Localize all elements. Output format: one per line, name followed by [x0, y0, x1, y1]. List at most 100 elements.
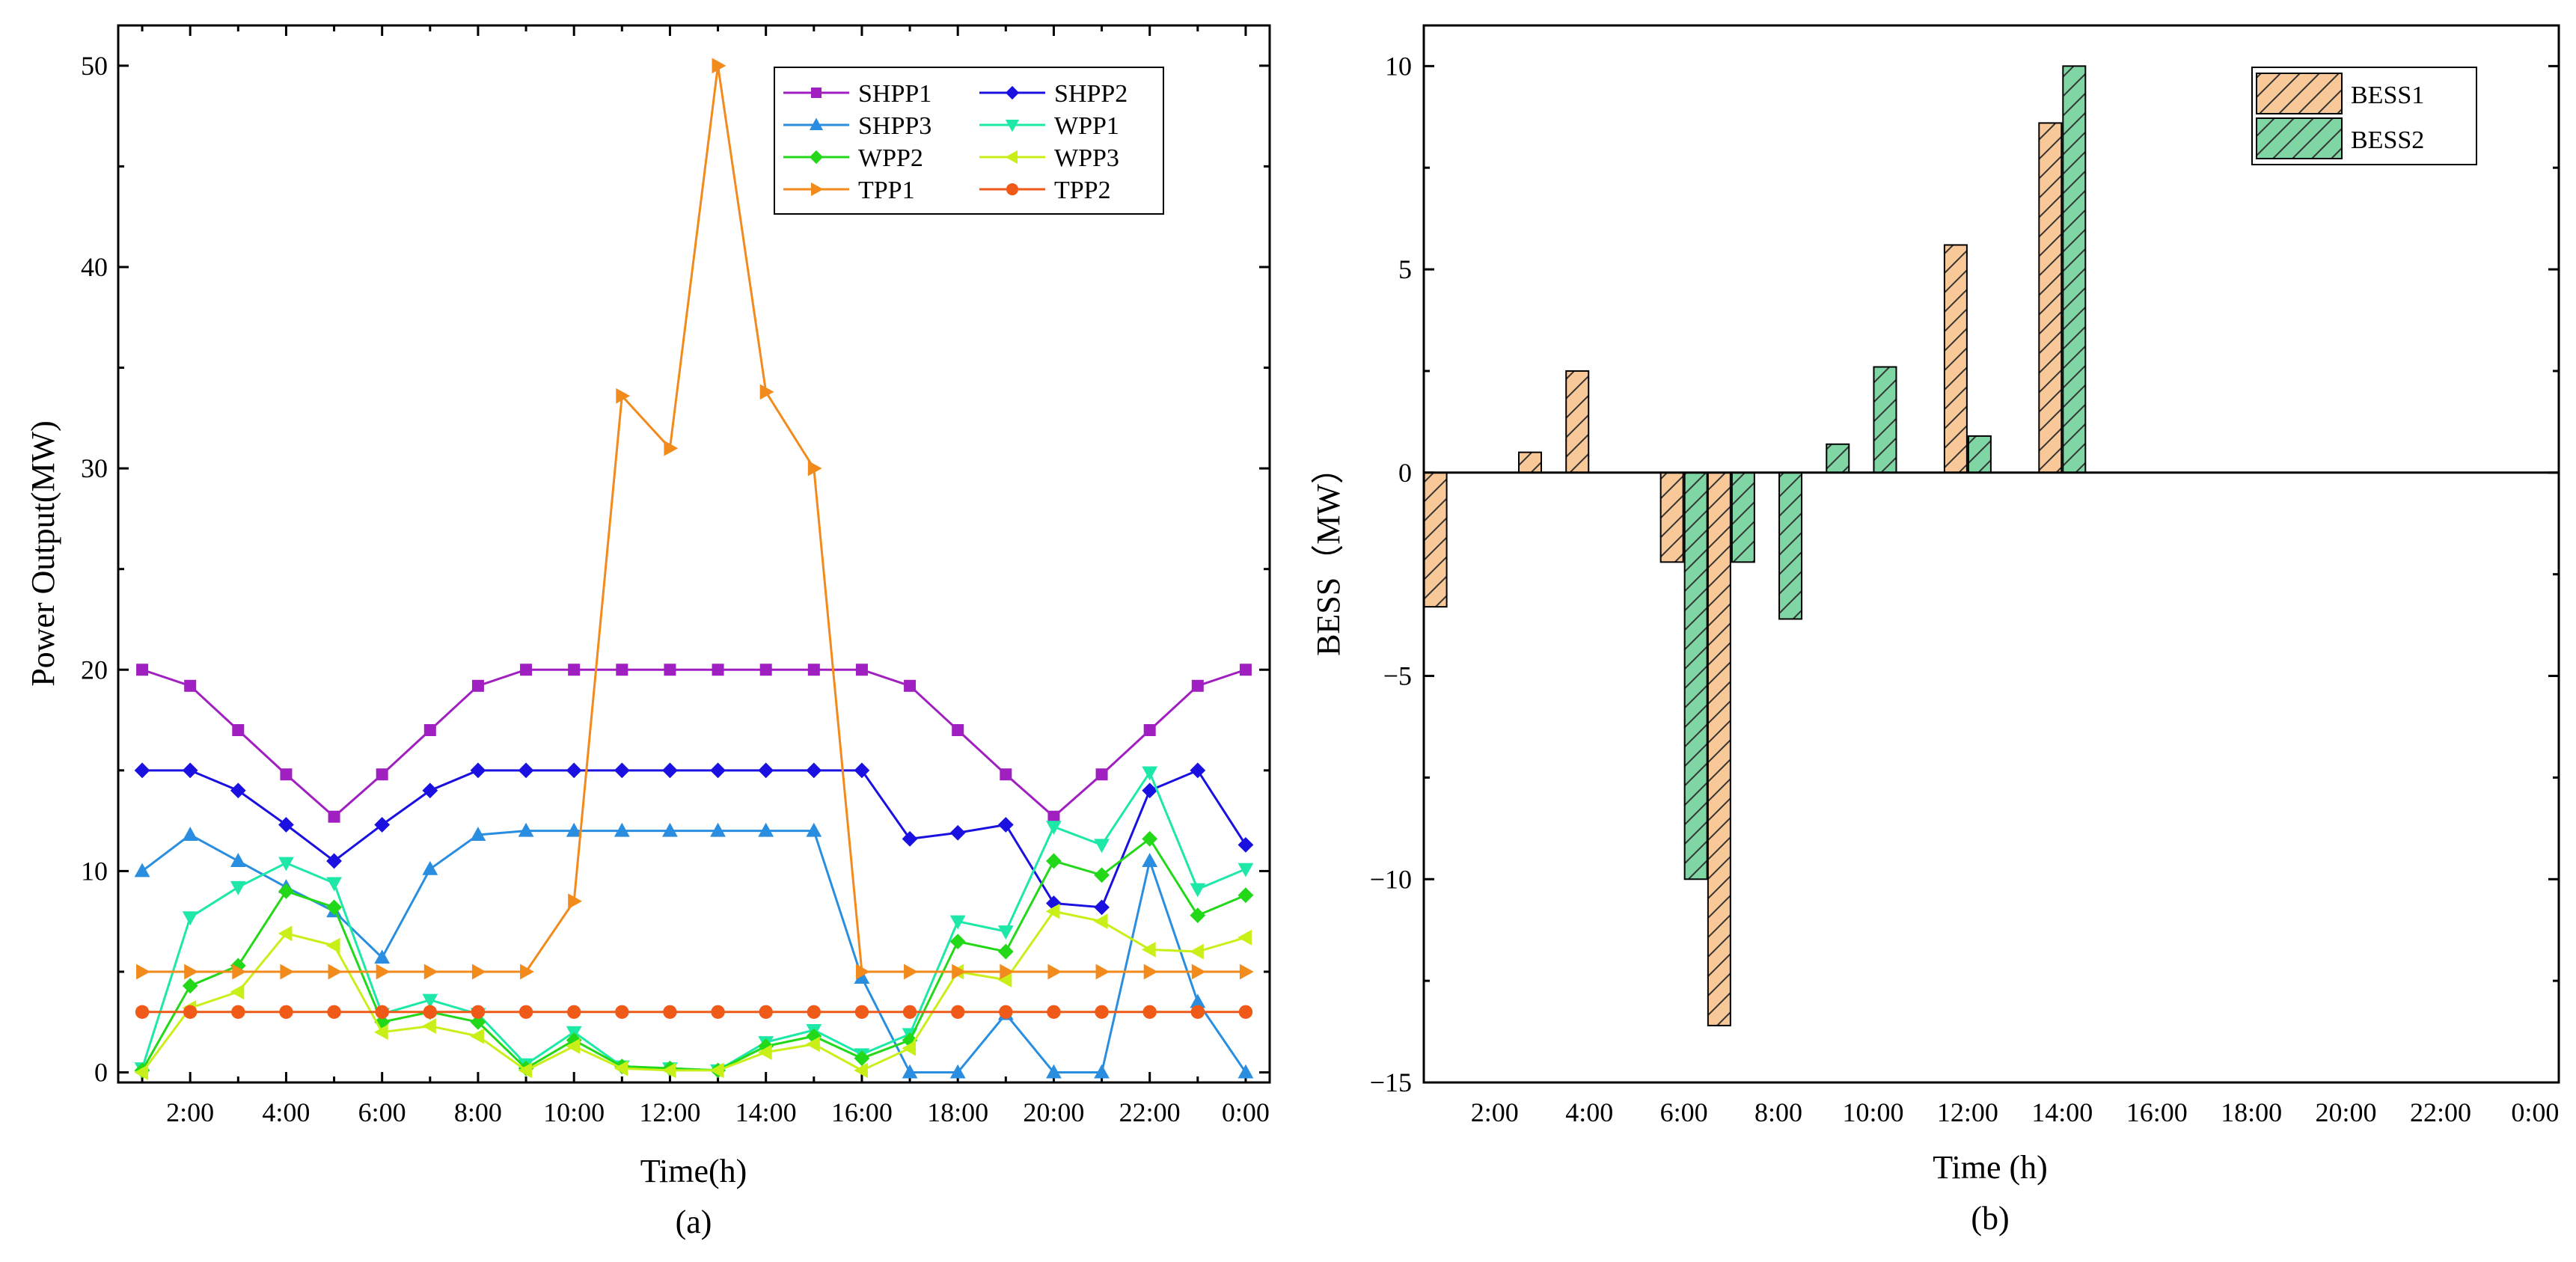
- b-x-tick-label: 12:00: [1937, 1097, 1998, 1127]
- series-wpp3: [134, 903, 1252, 1080]
- point-wpp3: [422, 1018, 436, 1035]
- point-shpp3: [758, 822, 774, 837]
- point-shpp3: [182, 827, 198, 841]
- series-tpp1: [136, 58, 1254, 980]
- point-wpp3: [230, 984, 245, 1000]
- legend-label-bess1: BESS1: [2351, 82, 2424, 109]
- legend-label-shpp1: SHPP1: [858, 80, 931, 108]
- legend-swatch-outline-bess2: [2256, 117, 2343, 159]
- legend-label-wpp2: WPP2: [858, 144, 923, 172]
- point-tpp2: [279, 1005, 293, 1020]
- a-y-tick-label: 30: [81, 453, 108, 483]
- point-shpp1: [616, 664, 628, 676]
- a-y-tick-label: 40: [81, 252, 108, 282]
- point-wpp1: [997, 925, 1014, 940]
- point-tpp2: [999, 1005, 1013, 1020]
- bar-outline-bess1: [1943, 244, 1968, 474]
- a-x-axis-title: Time(h): [640, 1153, 747, 1189]
- bar-outline-bess1: [2038, 122, 2063, 474]
- series-line-shpp1: [141, 668, 1246, 818]
- point-tpp2: [902, 1005, 917, 1020]
- point-shpp3: [662, 822, 678, 837]
- point-shpp2: [278, 817, 294, 833]
- b-y-tick-label: 0: [1398, 458, 1412, 488]
- bar-outline-bess2: [1683, 471, 1708, 880]
- point-wpp1: [1046, 821, 1062, 835]
- point-tpp2: [711, 1005, 725, 1020]
- b-legend: BESS1 BESS2: [2251, 67, 2477, 165]
- series-line-wpp2: [141, 837, 1246, 1072]
- point-wpp3: [1141, 941, 1156, 958]
- legend-label-shpp3: SHPP3: [858, 112, 931, 140]
- point-tpp1: [1191, 964, 1206, 980]
- point-shpp1: [1143, 724, 1156, 736]
- point-tpp1: [952, 964, 966, 980]
- point-wpp2: [1190, 907, 1206, 924]
- point-wpp1: [1237, 863, 1254, 877]
- a-x-tick-label: 2:00: [166, 1097, 214, 1127]
- bar-outline-bess2: [1778, 471, 1803, 620]
- point-wpp1: [182, 911, 198, 926]
- point-tpp1: [855, 964, 870, 980]
- point-wpp2: [1094, 867, 1110, 883]
- point-shpp3: [949, 1064, 966, 1079]
- point-tpp2: [231, 1005, 245, 1020]
- point-shpp2: [1094, 899, 1110, 916]
- point-shpp2: [614, 762, 630, 779]
- a-y-tick-label: 20: [81, 655, 108, 684]
- point-shpp1: [568, 664, 581, 676]
- bar-outline-bess2: [1873, 366, 1897, 474]
- point-shpp1: [904, 679, 917, 692]
- point-wpp1: [1094, 839, 1110, 854]
- legend-marker-shpp3: [809, 117, 824, 130]
- point-tpp2: [375, 1005, 389, 1020]
- b-panel-label: (b): [1971, 1200, 2009, 1237]
- a-x-tick-label: 12:00: [639, 1097, 700, 1127]
- point-shpp3: [470, 827, 486, 841]
- series-bess1: [1423, 122, 2063, 1026]
- point-wpp3: [518, 1062, 533, 1079]
- point-shpp3: [1046, 1064, 1062, 1079]
- a-axes: 0 10 20 30 40 50 2:00 4:00 6:00 8:00 10:00 12:00 14:…: [81, 25, 1270, 1127]
- point-tpp2: [135, 1005, 150, 1020]
- a-x-tick-label: 8:00: [454, 1097, 502, 1127]
- a-x-tick-label: 4:00: [262, 1097, 310, 1127]
- series-shpp3: [134, 822, 1254, 1079]
- b-x-tick-label: 22:00: [2410, 1097, 2471, 1127]
- b-x-tick-label: 10:00: [1842, 1097, 1903, 1127]
- point-shpp3: [806, 822, 822, 837]
- point-shpp1: [1000, 768, 1012, 781]
- series-shpp1: [136, 664, 1252, 823]
- point-tpp2: [327, 1005, 341, 1020]
- point-wpp3: [1190, 943, 1204, 960]
- point-shpp2: [326, 853, 342, 869]
- a-x-tick-label: 14:00: [735, 1097, 797, 1127]
- point-wpp1: [230, 880, 246, 895]
- b-bars-layer: [1423, 65, 2087, 1026]
- point-tpp1: [328, 964, 343, 980]
- point-tpp2: [1238, 1005, 1253, 1020]
- point-wpp3: [566, 1038, 581, 1054]
- point-tpp2: [518, 1005, 533, 1020]
- point-shpp3: [710, 822, 726, 837]
- point-shpp2: [422, 782, 438, 799]
- point-tpp1: [904, 964, 918, 980]
- b-axes: −15 −10 −5 0 5 10 2:00 4:00 6:00 8:00 10:00 12:00 14…: [1370, 51, 2560, 1127]
- point-wpp2: [230, 958, 246, 974]
- point-wpp3: [1237, 929, 1252, 946]
- point-tpp1: [1095, 964, 1110, 980]
- point-shpp3: [1142, 853, 1158, 867]
- bar-chart-panel-b: −15 −10 −5 0 5 10 2:00 4:00 6:00 8:00 10:00 12:00 14…: [1310, 24, 2560, 1237]
- point-wpp3: [854, 1062, 868, 1079]
- point-tpp1: [616, 388, 631, 404]
- point-shpp1: [328, 810, 340, 823]
- point-shpp1: [855, 664, 868, 676]
- point-wpp3: [614, 1060, 628, 1076]
- point-shpp2: [182, 762, 198, 779]
- series-line-wpp1: [141, 770, 1246, 1072]
- point-wpp3: [997, 972, 1012, 988]
- point-shpp3: [854, 970, 870, 984]
- point-wpp3: [470, 1028, 484, 1044]
- legend-label-bess2: BESS2: [2351, 126, 2424, 154]
